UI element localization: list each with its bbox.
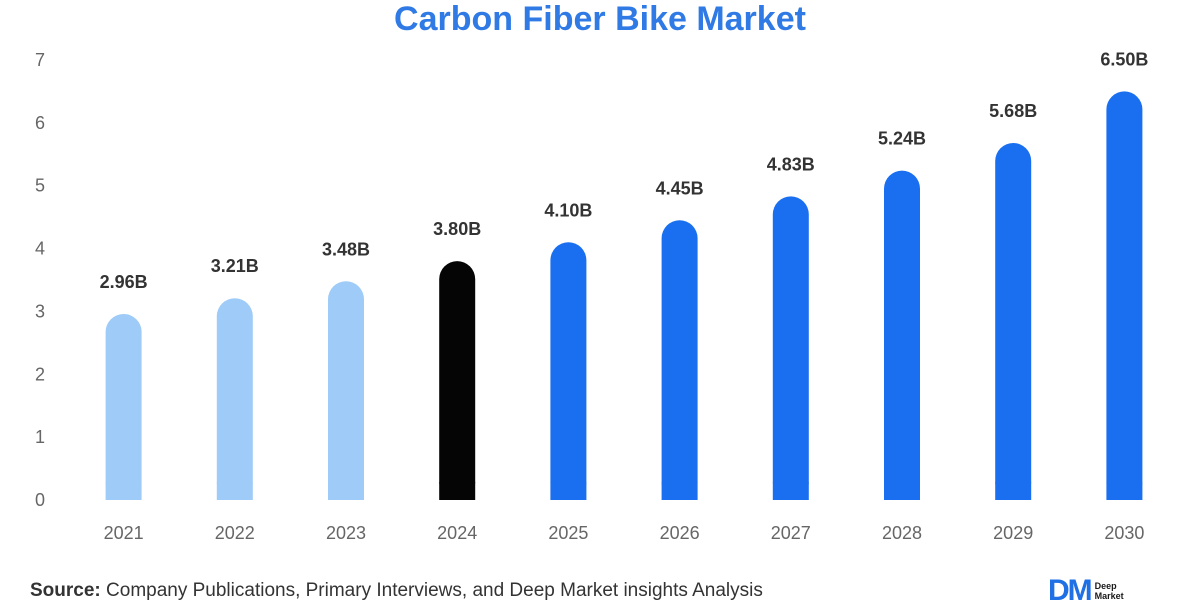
- data-label-2029: 5.68B: [989, 101, 1037, 121]
- bar-2023: [328, 281, 364, 500]
- x-tick-label-2024: 2024: [437, 523, 477, 543]
- bar-2027: [772, 196, 809, 500]
- data-label-2023: 3.48B: [322, 239, 370, 259]
- x-tick-label-2025: 2025: [548, 523, 588, 543]
- x-tick-label-2026: 2026: [660, 523, 700, 543]
- data-labels: 2.96B 3.21B 3.48B 3.80B 4.10B 4.45B 4.83B 5.24B…: [100, 49, 1149, 292]
- data-label-2024: 3.80B: [433, 219, 481, 239]
- bar-base-2023: [328, 482, 364, 500]
- bar-base-2027: [772, 482, 809, 500]
- logo-text-line1: Deep: [1094, 581, 1117, 591]
- source-label: Source:: [30, 580, 101, 601]
- bar-2022: [216, 298, 253, 500]
- company-logo: DM Deep Market: [1048, 576, 1124, 606]
- y-tick-label: 3: [35, 301, 45, 321]
- x-tick-label-2021: 2021: [104, 523, 144, 543]
- x-tick-label-2027: 2027: [771, 523, 811, 543]
- data-label-2021: 2.96B: [100, 272, 148, 292]
- y-tick-label: 0: [35, 490, 45, 510]
- y-tick-label: 6: [35, 113, 45, 133]
- data-label-2022: 3.21B: [211, 256, 259, 276]
- bar-2026: [661, 220, 698, 501]
- bar-base-2022: [216, 482, 253, 500]
- source-note: Source: Company Publications, Primary In…: [30, 580, 763, 602]
- data-label-2026: 4.45B: [656, 178, 704, 198]
- logo-text-line2: Market: [1094, 591, 1124, 601]
- y-tick-label: 1: [35, 427, 45, 447]
- x-tick-label-2028: 2028: [882, 523, 922, 543]
- bar-2028: [884, 170, 920, 500]
- x-axis: 2021 2022 2023 2024 2025 2026 2027 2028 2029 2030: [104, 523, 1145, 543]
- bars: [105, 91, 1143, 501]
- bar-2021: [105, 313, 142, 500]
- bar-chart: 0 1 2 3 4 5 6 7 2.96B 3.21B 3.48B 3.80B 4.10B 4.45B 4…: [35, 49, 1149, 543]
- bar-base-2028: [884, 482, 920, 500]
- y-axis: 0 1 2 3 4 5 6 7: [35, 50, 45, 510]
- y-tick-label: 5: [35, 176, 45, 196]
- logo-mark: DM: [1048, 574, 1093, 607]
- data-label-2028: 5.24B: [878, 129, 926, 149]
- x-tick-label-2029: 2029: [993, 523, 1033, 543]
- data-label-2027: 4.83B: [767, 154, 815, 174]
- bar-2030: [1106, 91, 1143, 500]
- x-tick-label-2023: 2023: [326, 523, 366, 543]
- bar-2029: [995, 142, 1032, 500]
- y-tick-label: 4: [35, 239, 45, 259]
- data-label-2025: 4.10B: [544, 200, 592, 220]
- y-tick-label: 2: [35, 364, 45, 384]
- bar-base-2025: [550, 482, 587, 500]
- bar-base-2030: [1106, 482, 1143, 500]
- x-tick-label-2022: 2022: [215, 523, 255, 543]
- bar-2024: [439, 261, 476, 500]
- logo-text: Deep Market: [1095, 581, 1124, 601]
- bar-base-2029: [995, 482, 1032, 500]
- bar-2025: [550, 242, 587, 501]
- bar-base-2026: [661, 482, 698, 500]
- x-tick-label-2030: 2030: [1104, 523, 1144, 543]
- chart-title: Carbon Fiber Bike Market: [394, 0, 806, 38]
- data-label-2030: 6.50B: [1100, 49, 1148, 69]
- bar-base-2024: [439, 482, 476, 500]
- bar-base-2021: [105, 482, 142, 500]
- y-tick-label: 7: [35, 50, 45, 70]
- source-text: Company Publications, Primary Interviews…: [106, 580, 763, 601]
